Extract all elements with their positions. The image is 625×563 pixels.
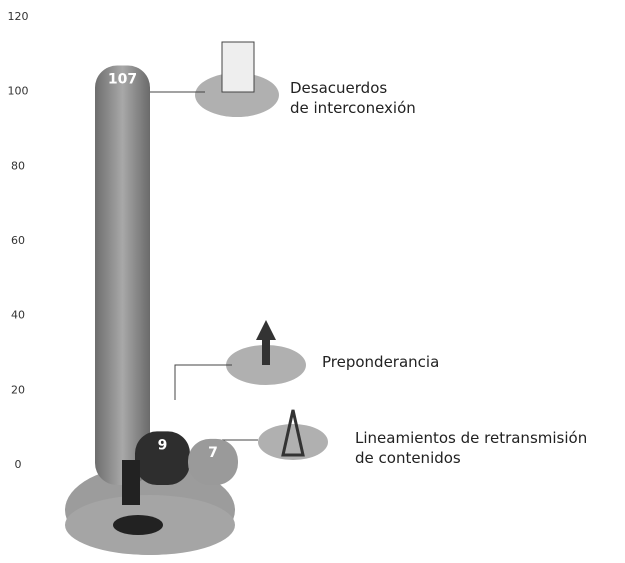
bar [188, 438, 238, 485]
gavel-handle [122, 460, 140, 505]
bar [95, 65, 150, 486]
gavel-base [113, 515, 163, 535]
value-label: 7 [208, 445, 218, 461]
icon-arrow [256, 320, 276, 365]
bar [135, 431, 190, 485]
icon-tower [281, 409, 305, 457]
category-label: Lineamientos de retransmisión de conteni… [355, 429, 588, 467]
y-tick-label: 40 [11, 309, 25, 322]
y-tick-label: 0 [15, 458, 22, 471]
value-label: 9 [158, 437, 168, 453]
category-label: Preponderancia [322, 353, 440, 371]
leader-line [174, 364, 232, 400]
y-tick-label: 60 [11, 234, 25, 247]
icon-platform [195, 73, 279, 117]
y-tick-label: 100 [8, 85, 29, 98]
y-tick-label: 80 [11, 159, 25, 172]
y-tick-label: 20 [11, 383, 25, 396]
icon-document [221, 41, 255, 93]
y-tick-label: 120 [8, 10, 29, 23]
icon-platform [258, 424, 328, 460]
category-label: Desacuerdos de interconexión [290, 79, 416, 117]
value-label: 107 [108, 72, 137, 88]
